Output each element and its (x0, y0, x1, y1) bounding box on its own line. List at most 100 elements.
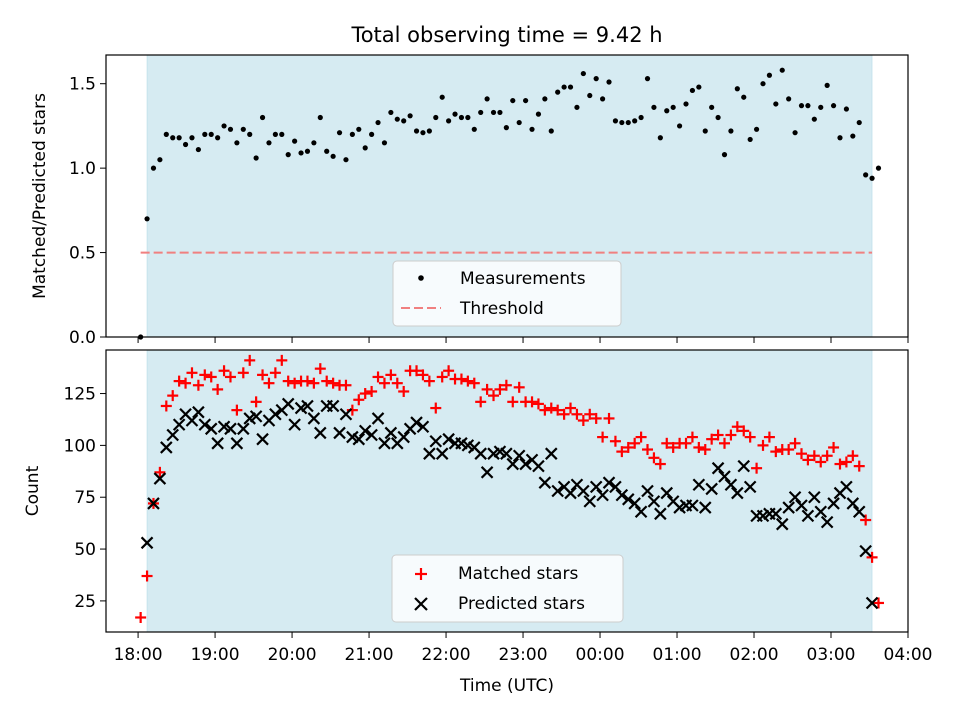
measurement-point-95 (747, 136, 753, 143)
measurement-point-22 (279, 131, 285, 137)
predicted-point-31 (339, 408, 353, 421)
matched-point-86 (686, 431, 698, 443)
matched-point-28 (314, 363, 326, 375)
measurement-point-114 (869, 175, 875, 181)
measurement-point-100 (779, 67, 785, 73)
measurement-point-46 (433, 114, 439, 121)
measurement-point-56 (497, 109, 503, 116)
matched-point-56 (494, 383, 506, 395)
measurement-point-109 (837, 135, 843, 141)
bottom-y-tick-label-0: 25 (74, 592, 96, 612)
predicted-point-58 (512, 449, 526, 463)
matched-point-23 (282, 375, 294, 387)
matched-point-78 (635, 431, 647, 443)
measurement-point-108 (830, 103, 837, 109)
matched-point-48 (443, 365, 455, 377)
measurement-point-18 (253, 155, 259, 161)
chart-title: Total observing time = 9.42 h (350, 23, 662, 47)
measurement-point-71 (593, 76, 599, 82)
measurement-point-38 (381, 140, 388, 146)
predicted-point-44 (423, 447, 436, 460)
measurement-point-27 (311, 140, 317, 146)
measurement-point-89 (709, 104, 715, 110)
measurement-point-77 (632, 118, 638, 124)
predicted-point-18 (256, 432, 269, 446)
measurement-point-94 (741, 94, 747, 100)
predicted-point-91 (724, 478, 738, 492)
measurement-point-90 (715, 114, 721, 121)
measurement-point-80 (651, 104, 657, 110)
x-tick-label-4: 22:00 (422, 645, 471, 665)
matched-point-37 (372, 371, 384, 383)
matched-point-24 (289, 377, 301, 389)
matched-point-34 (353, 394, 365, 406)
predicted-point-47 (442, 432, 455, 446)
predicted-point-90 (718, 470, 731, 483)
measurement-point-34 (356, 126, 362, 132)
predicted-point-33 (352, 432, 366, 446)
matched-point-103 (795, 448, 807, 460)
predicted-point-99 (775, 517, 789, 531)
measurement-point-111 (850, 133, 856, 139)
matched-point-67 (565, 402, 577, 414)
predicted-point-100 (782, 501, 795, 514)
x-tick-label-3: 21:00 (345, 645, 394, 665)
measurement-point-106 (818, 104, 824, 110)
matched-point-46 (430, 402, 442, 414)
matched-point-82 (661, 437, 673, 449)
predicted-point-57 (506, 457, 520, 471)
predicted-point-2 (153, 472, 167, 485)
matched-point-68 (571, 408, 583, 420)
legend-matched-label: Matched stars (458, 564, 578, 584)
measurement-point-105 (811, 116, 817, 122)
measurement-point-103 (798, 103, 805, 109)
matched-point-41 (398, 385, 410, 397)
predicted-point-35 (365, 428, 378, 442)
matched-point-26 (301, 375, 313, 387)
measurement-point-4 (163, 131, 169, 137)
measurement-point-6 (176, 135, 182, 141)
measurement-point-51 (465, 114, 471, 121)
top-axes-frame (105, 54, 909, 338)
predicted-point-25 (301, 399, 314, 413)
measurement-point-68 (574, 104, 580, 110)
measurement-point-113 (863, 172, 869, 178)
bottom-y-tick-label-1: 50 (74, 540, 96, 560)
predicted-point-80 (654, 507, 667, 521)
predicted-point-1 (147, 497, 160, 510)
measurement-point-10 (202, 131, 208, 137)
predicted-point-34 (358, 424, 372, 438)
predicted-point-4 (166, 428, 180, 442)
predicted-point-36 (371, 412, 385, 425)
measurement-point-15 (234, 140, 240, 146)
measurement-point-30 (330, 153, 336, 159)
measurement-point-21 (272, 131, 278, 137)
x-tick-label-0: 18:00 (114, 645, 163, 665)
matched-point-43 (411, 365, 423, 377)
matched-point-35 (359, 388, 371, 400)
bottom-axes-frame (105, 349, 909, 633)
measurement-point-29 (324, 148, 330, 154)
measurement-point-28 (317, 114, 323, 121)
measurement-point-73 (606, 79, 612, 85)
matched-point-10 (199, 369, 211, 381)
top-y-tick-label-1: 0.5 (69, 244, 96, 264)
matched-point-114 (866, 551, 878, 563)
matched-point-64 (545, 402, 557, 414)
matched-point-79 (642, 444, 654, 456)
matched-point-97 (757, 439, 769, 451)
predicted-point-102 (795, 499, 808, 512)
predicted-point-110 (846, 497, 860, 510)
predicted-point-40 (397, 430, 410, 444)
predicted-point-11 (211, 437, 224, 450)
measurement-point-86 (689, 87, 696, 94)
x-tick-label-7: 01:00 (653, 645, 702, 665)
matched-point-106 (815, 456, 827, 468)
measurement-point-70 (587, 92, 593, 99)
predicted-point-68 (577, 484, 590, 498)
measurement-point-69 (580, 70, 586, 77)
matched-point-13 (218, 365, 230, 377)
predicted-point-86 (692, 478, 706, 492)
measurement-point-35 (362, 145, 368, 151)
measurement-point-47 (439, 94, 445, 100)
